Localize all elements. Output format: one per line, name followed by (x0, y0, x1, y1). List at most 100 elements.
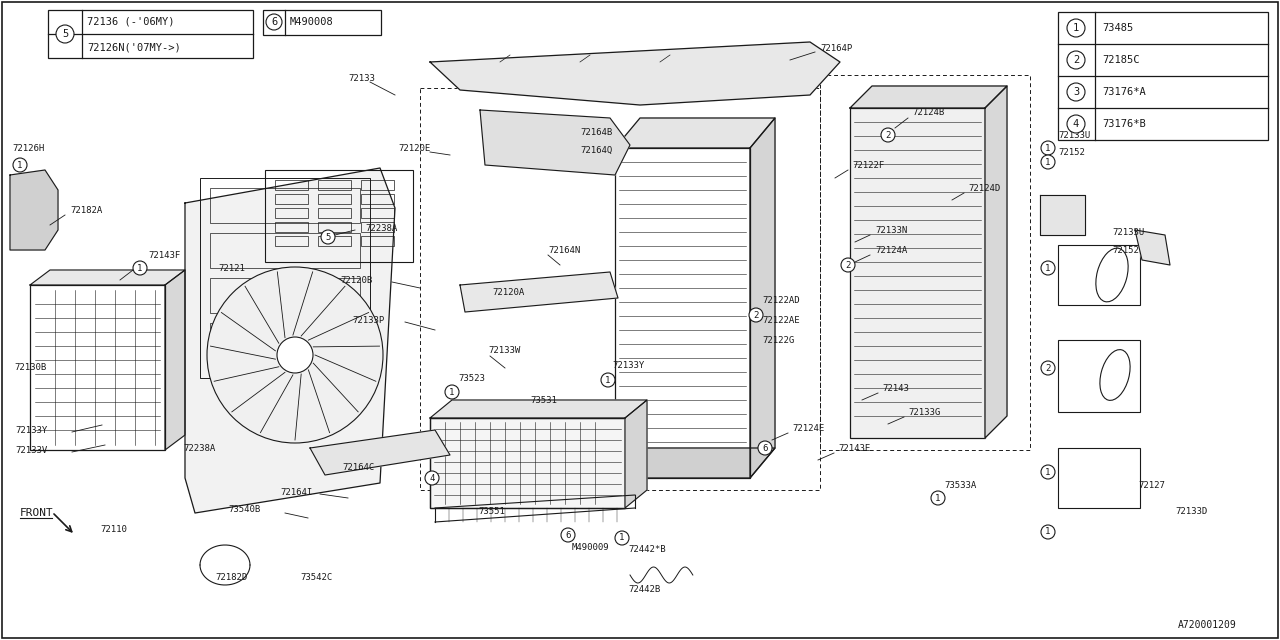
Text: 72126N('07MY->): 72126N('07MY->) (87, 42, 180, 52)
Text: 4: 4 (429, 474, 435, 483)
Text: 1: 1 (605, 376, 611, 385)
Circle shape (614, 531, 628, 545)
Polygon shape (614, 118, 774, 148)
Text: 72122G: 72122G (762, 335, 795, 344)
Bar (850, 108, 986, 438)
Text: 72164I: 72164I (280, 488, 312, 497)
Bar (265, 170, 413, 262)
Text: 72133Y: 72133Y (15, 426, 47, 435)
Text: 72124B: 72124B (913, 108, 945, 116)
Bar (275, 236, 308, 246)
Text: 72143: 72143 (882, 383, 909, 392)
Circle shape (425, 471, 439, 485)
Text: 1: 1 (620, 534, 625, 543)
Circle shape (56, 25, 74, 43)
Bar (210, 188, 360, 223)
Text: 72133: 72133 (348, 74, 375, 83)
Text: 2: 2 (754, 310, 759, 319)
Text: 72127: 72127 (1138, 481, 1165, 490)
Text: 72164C: 72164C (342, 463, 374, 472)
Bar (29, 285, 165, 450)
Circle shape (276, 337, 314, 373)
Circle shape (749, 308, 763, 322)
Text: 2: 2 (886, 131, 891, 140)
Text: 73540B: 73540B (228, 506, 260, 515)
Bar (210, 323, 360, 358)
Text: 73531: 73531 (530, 396, 557, 404)
Circle shape (1068, 19, 1085, 37)
Text: 1: 1 (1046, 527, 1051, 536)
Text: 72122AD: 72122AD (762, 296, 800, 305)
Text: 2: 2 (845, 260, 851, 269)
Circle shape (1068, 115, 1085, 133)
Text: 72136 (-'06MY): 72136 (-'06MY) (87, 16, 174, 26)
Circle shape (881, 128, 895, 142)
Bar (361, 194, 394, 204)
Circle shape (321, 230, 335, 244)
Text: 72133U: 72133U (1059, 131, 1091, 140)
Bar (1059, 245, 1140, 305)
Text: FRONT: FRONT (20, 508, 54, 518)
Polygon shape (186, 168, 396, 513)
Text: M490008: M490008 (291, 17, 334, 27)
Circle shape (1041, 361, 1055, 375)
Text: 1: 1 (137, 264, 142, 273)
Circle shape (207, 267, 383, 443)
Bar (317, 180, 351, 190)
Text: 5: 5 (325, 232, 330, 241)
Text: A720001209: A720001209 (1178, 620, 1236, 630)
Text: 1: 1 (1046, 157, 1051, 166)
Text: 72143E: 72143E (838, 444, 870, 452)
Text: 3: 3 (1073, 87, 1079, 97)
Text: 72164Q: 72164Q (580, 145, 612, 154)
Bar (275, 208, 308, 218)
Circle shape (1068, 83, 1085, 101)
Circle shape (13, 158, 27, 172)
Circle shape (931, 491, 945, 505)
Text: 72133U: 72133U (1112, 227, 1144, 237)
Circle shape (445, 385, 460, 399)
Text: 1: 1 (1073, 23, 1079, 33)
Bar (262, 10, 381, 35)
Text: 73551: 73551 (477, 508, 504, 516)
Bar (430, 418, 625, 508)
Bar (317, 208, 351, 218)
Bar (361, 180, 394, 190)
Text: M490009: M490009 (572, 543, 609, 552)
Text: 72126H: 72126H (12, 143, 45, 152)
Text: 72120E: 72120E (398, 143, 430, 152)
Polygon shape (625, 400, 646, 508)
Text: 72124D: 72124D (968, 184, 1000, 193)
Text: 72133Y: 72133Y (612, 360, 644, 369)
Text: 73485: 73485 (1102, 23, 1133, 33)
Text: 72164B: 72164B (580, 127, 612, 136)
Polygon shape (460, 272, 618, 312)
Polygon shape (310, 430, 451, 475)
Text: 1: 1 (936, 493, 941, 502)
Text: 72120B: 72120B (340, 275, 372, 285)
Circle shape (266, 14, 282, 30)
Text: 1: 1 (1046, 264, 1051, 273)
Bar (49, 10, 253, 58)
Text: 72124A: 72124A (876, 246, 908, 255)
Bar (1059, 448, 1140, 508)
Text: 72120A: 72120A (492, 287, 525, 296)
Polygon shape (430, 42, 840, 105)
Text: 1: 1 (18, 161, 23, 170)
Text: 4: 4 (1073, 119, 1079, 129)
Circle shape (602, 373, 614, 387)
Text: 72143F: 72143F (148, 250, 180, 259)
Bar (317, 222, 351, 232)
Text: 72152: 72152 (1059, 147, 1085, 157)
Text: 73542C: 73542C (300, 573, 333, 582)
Polygon shape (614, 448, 774, 478)
Polygon shape (1039, 195, 1085, 235)
Text: 72122F: 72122F (852, 161, 884, 170)
Circle shape (758, 441, 772, 455)
Polygon shape (480, 110, 630, 175)
Text: 72164P: 72164P (820, 44, 852, 52)
Bar (361, 236, 394, 246)
Circle shape (1041, 155, 1055, 169)
Bar (361, 222, 394, 232)
Text: 1: 1 (1046, 467, 1051, 477)
